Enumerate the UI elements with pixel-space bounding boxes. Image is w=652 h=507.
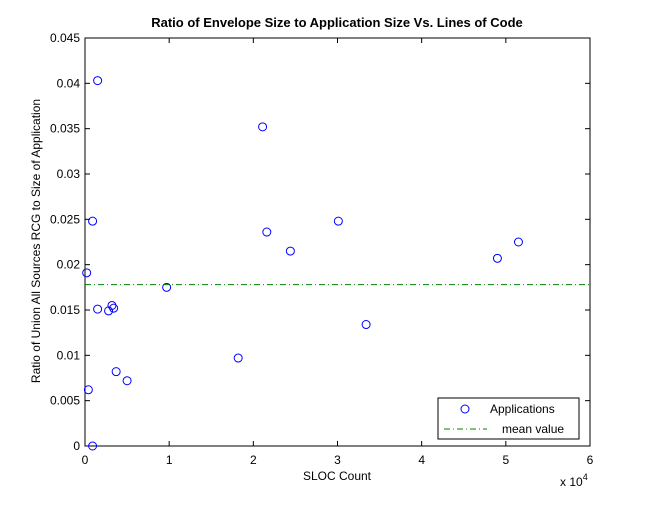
data-point <box>513 237 523 247</box>
data-point <box>258 122 268 132</box>
y-tick-label: 0 <box>73 439 80 453</box>
y-tick-label: 0.005 <box>50 394 80 408</box>
legend-marker-applications <box>460 404 470 414</box>
y-tick-label: 0.025 <box>50 212 80 226</box>
data-point <box>111 367 121 377</box>
data-point <box>285 246 295 256</box>
plot-area: 0 1 2 3 4 5 6 0 0.005 0.01 0.015 0.02 0.025 0.03 0.03… <box>50 31 594 467</box>
axes-box <box>84 37 591 447</box>
y-tick-label: 0.01 <box>57 348 81 362</box>
y-tick-label: 0.02 <box>57 258 81 272</box>
data-point <box>492 253 502 263</box>
data-point <box>162 282 172 292</box>
x-axis-multiplier-base: x 10 <box>560 475 583 489</box>
data-point <box>122 376 132 386</box>
y-tick-label: 0.03 <box>57 167 81 181</box>
data-point <box>333 216 343 226</box>
x-tick-label: 3 <box>334 453 341 467</box>
x-tick-label: 2 <box>250 453 257 467</box>
data-point <box>93 304 103 314</box>
y-tick-label: 0.04 <box>57 76 81 90</box>
data-point <box>107 300 117 310</box>
data-point <box>233 353 243 363</box>
data-point <box>83 385 93 395</box>
x-axis-multiplier: x 104 <box>560 472 588 489</box>
x-axis-label: SLOC Count <box>303 469 372 483</box>
x-tick-label: 5 <box>502 453 509 467</box>
x-axis-ticks: 0 1 2 3 4 5 6 <box>82 38 594 467</box>
data-point <box>361 320 371 330</box>
y-axis-ticks: 0 0.005 0.01 0.015 0.02 0.025 0.03 0.035 0.04 0.0… <box>50 31 590 453</box>
legend-label-applications: Applications <box>490 402 555 416</box>
legend-box <box>437 397 580 440</box>
data-point <box>262 227 272 237</box>
series-layer <box>82 76 590 451</box>
y-tick-label: 0.035 <box>50 122 80 136</box>
x-axis-multiplier-exponent: 4 <box>583 472 588 482</box>
x-tick-label: 4 <box>418 453 425 467</box>
y-axis-label: Ratio of Union All Sources RCG to Size o… <box>29 99 43 383</box>
data-point <box>88 441 98 451</box>
x-tick-label: 1 <box>166 453 173 467</box>
y-tick-label: 0.045 <box>50 31 80 45</box>
data-point <box>82 268 92 278</box>
data-point <box>88 216 98 226</box>
legend: Applications mean value <box>437 397 580 440</box>
chart-title: Ratio of Envelope Size to Application Si… <box>151 15 523 30</box>
y-tick-label: 0.015 <box>50 303 80 317</box>
x-tick-label: 6 <box>587 453 594 467</box>
data-point <box>93 76 103 86</box>
x-tick-label: 0 <box>82 453 89 467</box>
data-point <box>109 303 119 313</box>
legend-label-mean-value: mean value <box>502 422 564 436</box>
